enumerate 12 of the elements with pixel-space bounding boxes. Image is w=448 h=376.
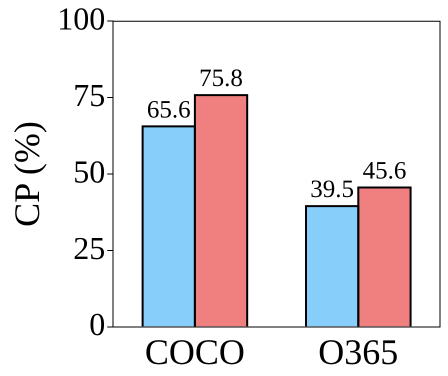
y-tick-label: 25 xyxy=(73,230,106,266)
y-axis-title: CP (%) xyxy=(7,121,48,227)
data-label: 45.6 xyxy=(362,158,406,185)
data-label: 75.8 xyxy=(199,65,243,92)
y-tick-label: 75 xyxy=(73,77,106,114)
y-tick-label: 0 xyxy=(89,306,106,342)
data-label: 39.5 xyxy=(310,176,354,204)
x-tick-label: O365 xyxy=(318,332,398,372)
x-tick-label: COCO xyxy=(144,332,245,372)
y-tick-label: 100 xyxy=(57,0,106,37)
data-label: 65.6 xyxy=(146,96,191,124)
y-tick-label: 50 xyxy=(73,153,106,190)
